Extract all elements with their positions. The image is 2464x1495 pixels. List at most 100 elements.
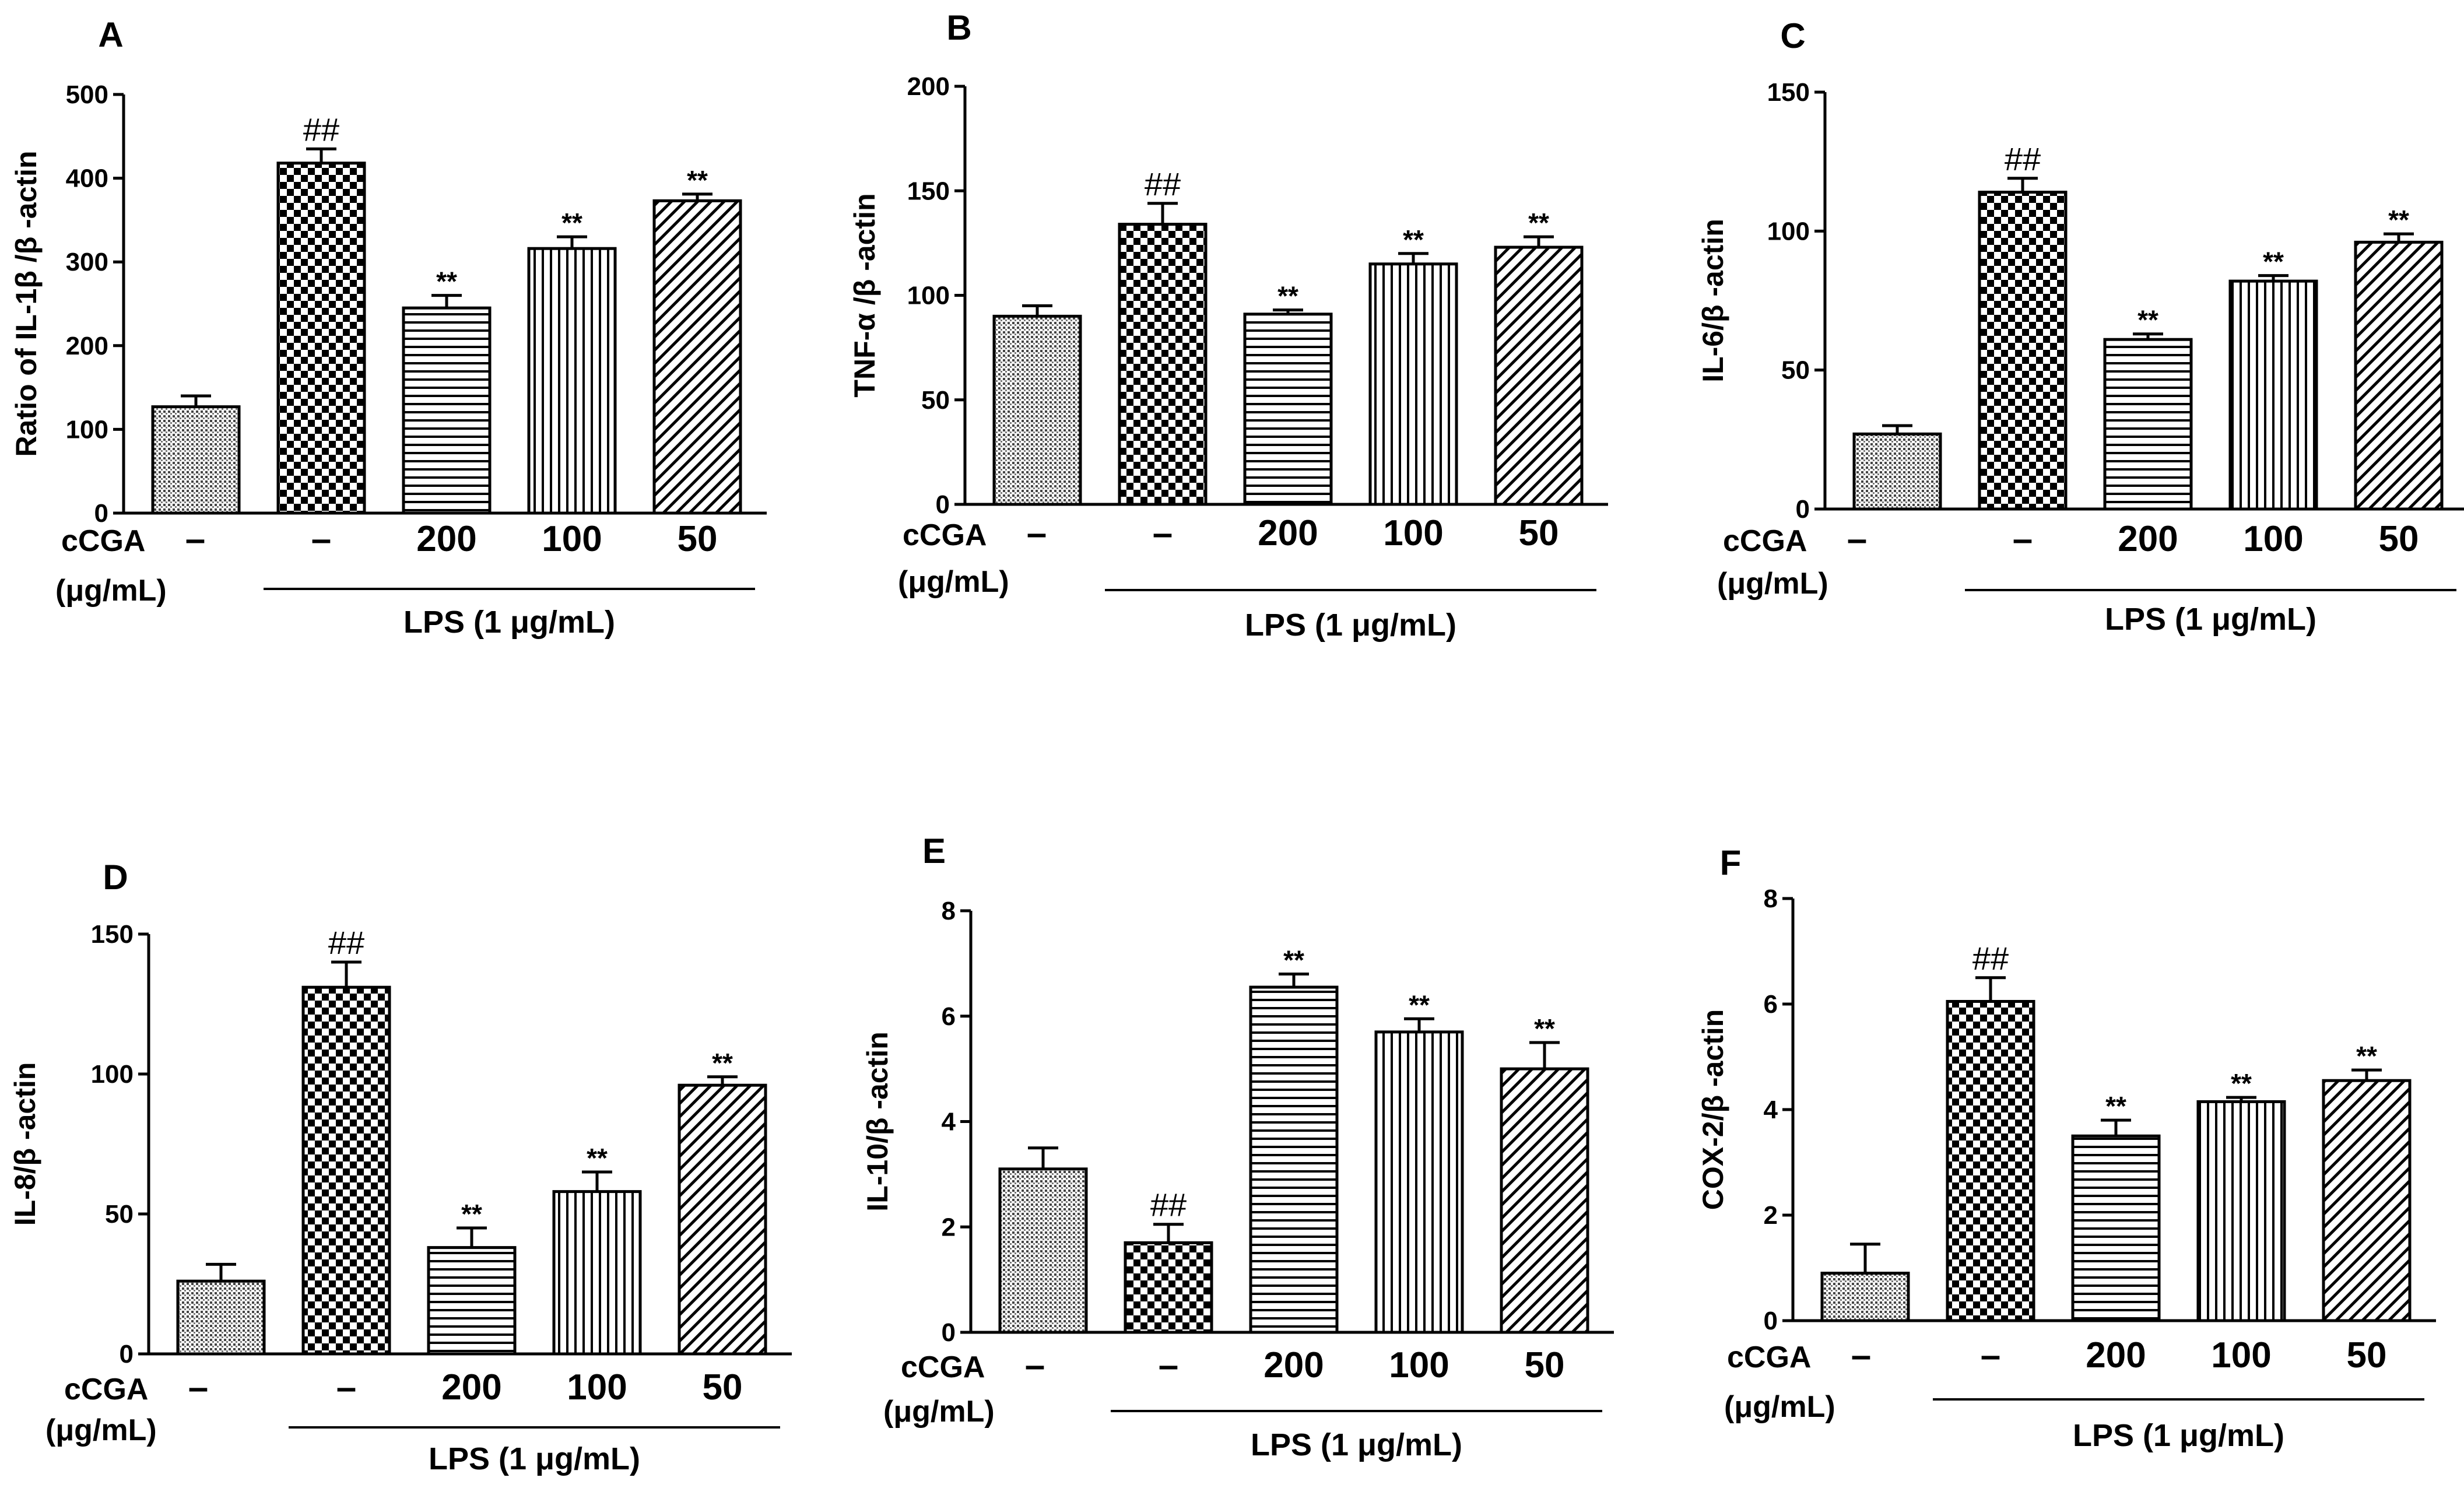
category-label: 100 [542, 519, 602, 559]
category-label: – [1025, 1345, 1045, 1385]
y-axis-label: IL-10/β -actin [861, 1031, 894, 1211]
category-label: 100 [1383, 513, 1443, 553]
row-label-compound: cCGA [1723, 524, 1807, 558]
bar [1852, 432, 1942, 511]
chart-panel-e: E 0 2 4 6 8 IL-10/β -actin – ## – ** 200 ** 100 ** 50 cC… [861, 831, 1614, 1462]
y-tick-label: 4 [942, 1108, 956, 1136]
category-label: – [1153, 513, 1173, 553]
y-tick-label: 200 [66, 332, 108, 360]
lps-label: LPS (1 μg/mL) [2105, 602, 2316, 637]
row-label-unit: (μg/mL) [1724, 1390, 1835, 1424]
significance-label: ** [461, 1199, 482, 1229]
y-tick-label: 8 [942, 897, 956, 925]
y-axis-label: Ratio of IL-1β /β -actin [10, 151, 43, 457]
y-tick-label: 150 [91, 920, 134, 949]
y-tick-label: 50 [1781, 356, 1810, 385]
bar [1243, 313, 1333, 506]
category-label: 50 [1525, 1345, 1565, 1385]
significance-label: ** [2137, 305, 2158, 335]
category-label: 200 [2086, 1335, 2146, 1375]
category-label: 100 [2211, 1335, 2271, 1375]
panel-label: C [1780, 16, 1805, 55]
y-axis-label: TNF-α /β -actin [848, 193, 881, 397]
y-tick-label: 100 [66, 415, 108, 444]
lps-label: LPS (1 μg/mL) [429, 1441, 640, 1476]
bar [1820, 1272, 1910, 1322]
y-axis-label: COX-2/β -actin [1697, 1009, 1729, 1210]
bar [1249, 985, 1339, 1334]
category-label: 200 [416, 519, 476, 559]
lps-label: LPS (1 μg/mL) [1245, 608, 1456, 643]
bar [2354, 240, 2444, 511]
panel-label: B [946, 8, 971, 47]
significance-label: ** [1534, 1013, 1555, 1044]
significance-label: ** [1409, 989, 1430, 1020]
significance-label: ** [1277, 281, 1298, 311]
y-tick-label: 100 [1767, 217, 1810, 245]
y-tick-label: 100 [91, 1060, 134, 1089]
bar [1374, 1030, 1464, 1334]
category-label: – [336, 1367, 356, 1408]
category-label: – [1847, 519, 1867, 559]
row-label-compound: cCGA [1727, 1340, 1811, 1374]
chart-panel-c: C 0 50 100 150 IL-6/β -actin – ## – ** 200 ** 100 ** 5… [1697, 16, 2464, 637]
bar [678, 1083, 767, 1356]
bar [992, 314, 1082, 506]
panel-label: E [922, 831, 946, 871]
bar [2071, 1134, 2161, 1322]
bar [402, 306, 492, 515]
category-label: – [185, 519, 205, 559]
category-label: 50 [1519, 513, 1559, 553]
bar [151, 405, 241, 515]
significance-label: ** [1403, 224, 1424, 255]
significance-label: ** [1528, 208, 1549, 238]
significance-label: ** [2105, 1091, 2126, 1121]
significance-label: ** [1283, 945, 1304, 975]
chart-panel-d: D 0 50 100 150 IL-8/β -actin – ## – ** 200 ** 100 ** 5… [9, 858, 792, 1476]
y-tick-label: 0 [120, 1340, 134, 1368]
lps-label: LPS (1 μg/mL) [1251, 1427, 1462, 1462]
category-label: – [311, 519, 331, 559]
row-label-unit: (μg/mL) [1717, 567, 1828, 601]
y-tick-label: 2 [1764, 1201, 1778, 1230]
category-label: 100 [567, 1367, 627, 1408]
y-tick-label: 500 [66, 80, 108, 109]
panel-label: A [98, 15, 123, 54]
category-label: – [1159, 1345, 1178, 1385]
y-tick-label: 0 [94, 499, 108, 528]
y-tick-label: 150 [1767, 78, 1810, 107]
significance-label: ** [712, 1048, 733, 1078]
y-tick-label: 100 [907, 282, 950, 310]
y-tick-label: 150 [907, 177, 950, 205]
significance-label: ** [436, 266, 457, 297]
row-label-unit: (μg/mL) [55, 574, 167, 608]
bar [552, 1190, 642, 1356]
panel-label: D [103, 858, 128, 897]
row-label-unit: (μg/mL) [898, 565, 1009, 599]
bar [301, 985, 391, 1356]
y-tick-label: 0 [1764, 1307, 1778, 1335]
category-label: 50 [678, 519, 718, 559]
category-label: – [2013, 519, 2033, 559]
bar [652, 199, 742, 515]
y-tick-label: 2 [942, 1213, 956, 1241]
bar [427, 1246, 517, 1356]
row-label-unit: (μg/mL) [883, 1395, 995, 1429]
y-tick-label: 400 [66, 164, 108, 193]
row-label-compound: cCGA [903, 518, 987, 552]
category-label: 50 [703, 1367, 743, 1408]
significance-label: ## [1150, 1187, 1187, 1223]
lps-label: LPS (1 μg/mL) [2073, 1418, 2284, 1453]
y-tick-label: 0 [936, 490, 950, 519]
category-label: 50 [2347, 1335, 2387, 1375]
category-label: – [1851, 1335, 1871, 1375]
category-label: – [1981, 1335, 2000, 1375]
significance-label: ## [1972, 940, 2009, 977]
y-tick-label: 0 [942, 1318, 956, 1347]
lps-label: LPS (1 μg/mL) [403, 605, 615, 640]
y-tick-label: 8 [1764, 885, 1778, 913]
y-axis-label: IL-6/β -actin [1697, 219, 1729, 382]
category-label: 200 [2118, 519, 2178, 559]
significance-label: ## [1145, 166, 1181, 202]
